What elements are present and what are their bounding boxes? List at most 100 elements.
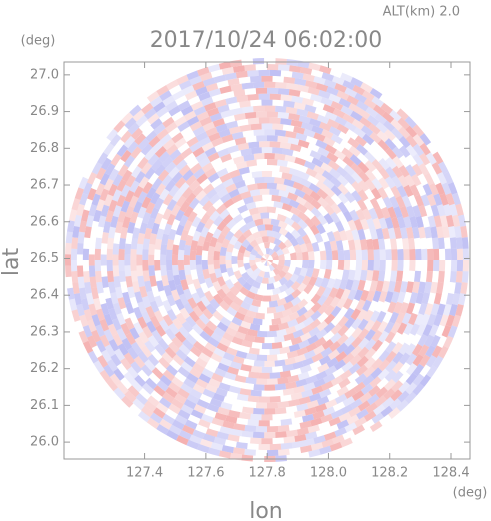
echo-cell [123,371,136,385]
echo-cell [306,399,319,409]
echo-cell [280,118,292,126]
echo-cell [237,260,245,268]
echo-cell [192,126,206,137]
echo-cell [178,344,191,356]
echo-cell [87,319,97,333]
echo-cell [303,200,315,212]
echo-cell [288,199,300,209]
echo-cell [390,238,398,250]
echo-cell [214,367,227,378]
echo-cell [171,132,184,144]
echo-cell [264,313,275,320]
echo-cell [229,301,241,312]
echo-cell [201,141,214,152]
echo-cell [283,332,295,342]
echo-cell [363,151,376,164]
echo-cell [391,249,398,260]
echo-cell [359,116,372,129]
echo-cell [391,380,404,393]
echo-cell [121,337,133,351]
echo-cell [134,336,146,349]
echo-cell [442,226,450,239]
echo-cell [218,128,231,138]
echo-cell [370,320,382,333]
echo-cell [180,404,194,415]
echo-cell [418,226,426,239]
echo-cell [451,314,461,328]
echo-cell [309,284,320,296]
echo-cell [201,162,214,173]
echo-cell [142,326,153,339]
echo-cell [342,79,355,91]
echo-cell [195,131,209,142]
echo-cell [301,153,314,163]
echo-cell [99,172,110,186]
echo-cell [261,260,267,266]
echo-cell [106,260,113,272]
echo-cell [455,304,464,317]
echo-cell [156,228,165,240]
echo-cell [392,155,404,169]
echo-cell [307,175,319,186]
echo-cell [120,184,131,198]
echo-cell [372,290,382,303]
echo-cell [258,242,265,250]
echo-cell [212,392,225,402]
echo-cell [284,260,291,268]
echo-cell [121,169,133,183]
echo-cell [248,141,260,149]
echo-cell [144,167,156,180]
echo-cell [133,200,143,214]
echo-cell [142,270,150,282]
echo-cell [314,336,327,348]
echo-cell [134,291,144,304]
echo-cell [100,243,108,255]
echo-cell [108,168,120,182]
echo-cell [357,189,369,202]
echo-cell [212,310,224,322]
echo-cell [315,82,329,92]
echo-cell [403,184,414,198]
echo-cell [405,362,418,376]
echo-cell [166,79,179,91]
echo-cell [323,240,332,252]
echo-cell [297,290,308,301]
echo-cell [220,357,233,367]
echo-cell [318,154,332,165]
echo-cell [216,167,229,178]
echo-cell [76,242,84,255]
echo-cell [390,216,400,229]
echo-cell [195,151,208,163]
echo-cell [249,239,259,248]
echo-cell [144,280,153,293]
echo-cell [189,121,203,132]
echo-cell [240,190,252,200]
echo-cell [189,260,197,271]
echo-cell [232,155,245,165]
echo-cell [201,260,209,270]
echo-cell [257,206,267,214]
echo-cell [268,212,279,220]
echo-cell [307,260,315,269]
echo-cell [344,121,357,132]
echo-cell [82,340,94,354]
echo-cell [359,239,368,251]
echo-cell [85,215,95,228]
echo-cell [225,346,238,357]
echo-cell [238,436,251,444]
echo-cell [76,254,83,266]
echo-cell [405,144,418,158]
echo-cell [199,330,212,342]
echo-cell [237,306,249,316]
echo-cell [305,80,318,89]
echo-cell [257,263,265,271]
echo-cell [305,375,318,385]
echo-cell [168,105,181,117]
echo-cell [430,204,440,217]
echo-cell [216,431,229,440]
echo-cell [247,395,260,403]
echo-cell [409,215,418,229]
echo-cell [175,195,187,208]
echo-cell [347,371,360,383]
echo-cell [275,105,287,113]
